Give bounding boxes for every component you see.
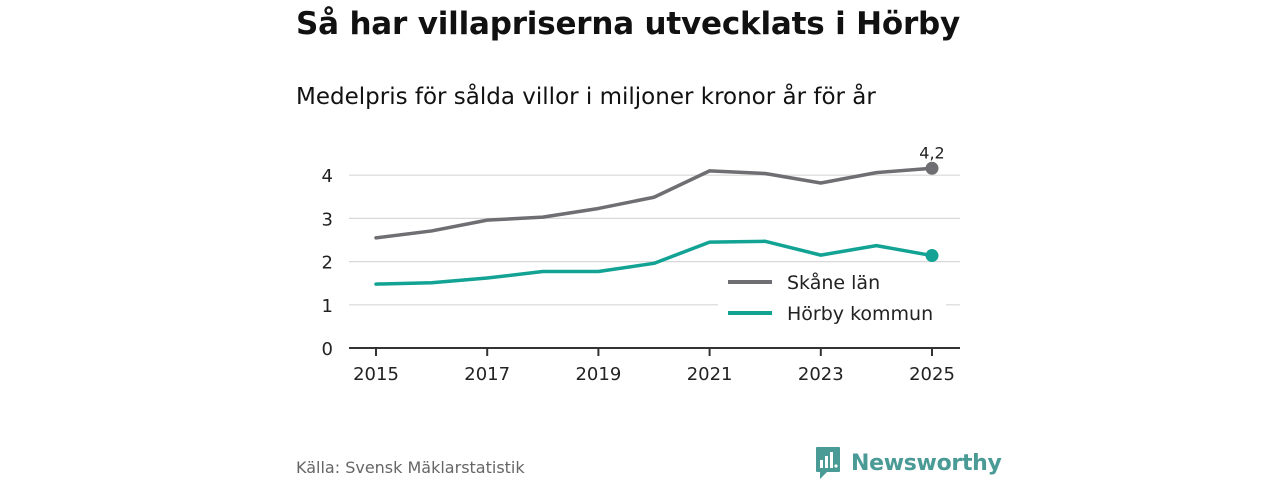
series-lines bbox=[374, 161, 939, 286]
x-axis-ticks: 2015 2017 2019 2021 2023 2025 bbox=[353, 348, 955, 385]
legend: Skåne län Hörby kommun bbox=[718, 266, 946, 328]
y-axis-ticks: 0 1 2 3 4 bbox=[322, 166, 333, 360]
brand-name: Newsworthy bbox=[851, 450, 1002, 476]
legend-label-skane: Skåne län bbox=[787, 271, 880, 294]
series-line-skane bbox=[374, 166, 934, 240]
end-marker-horby bbox=[925, 249, 939, 263]
y-tick-label-0: 0 bbox=[322, 339, 333, 360]
chart-title: Så har villapriserna utvecklats i Hörby bbox=[296, 6, 961, 42]
legend-label-horby: Hörby kommun bbox=[787, 303, 933, 325]
legend-background bbox=[718, 266, 946, 328]
x-tick-label-2019: 2019 bbox=[575, 364, 621, 385]
x-tick-label-2021: 2021 bbox=[687, 364, 733, 385]
x-tick-label-2025: 2025 bbox=[909, 364, 955, 385]
x-tick-label-2015: 2015 bbox=[353, 364, 399, 385]
y-tick-label-3: 3 bbox=[322, 209, 333, 230]
chart-subtitle: Medelpris för sålda villor i miljoner kr… bbox=[296, 84, 876, 110]
x-tick-label-2023: 2023 bbox=[798, 364, 844, 385]
y-tick-label-4: 4 bbox=[322, 166, 333, 187]
end-label-skane: 4,2 bbox=[919, 143, 944, 162]
end-marker-skane bbox=[925, 161, 939, 175]
y-tick-label-2: 2 bbox=[322, 253, 333, 274]
newsworthy-logo-icon bbox=[816, 447, 840, 479]
y-tick-label-1: 1 bbox=[322, 296, 333, 317]
brand-logo: Newsworthy bbox=[815, 446, 1002, 480]
x-tick-label-2017: 2017 bbox=[464, 364, 510, 385]
source-note: Källa: Svensk Mäklarstatistik bbox=[296, 458, 525, 477]
